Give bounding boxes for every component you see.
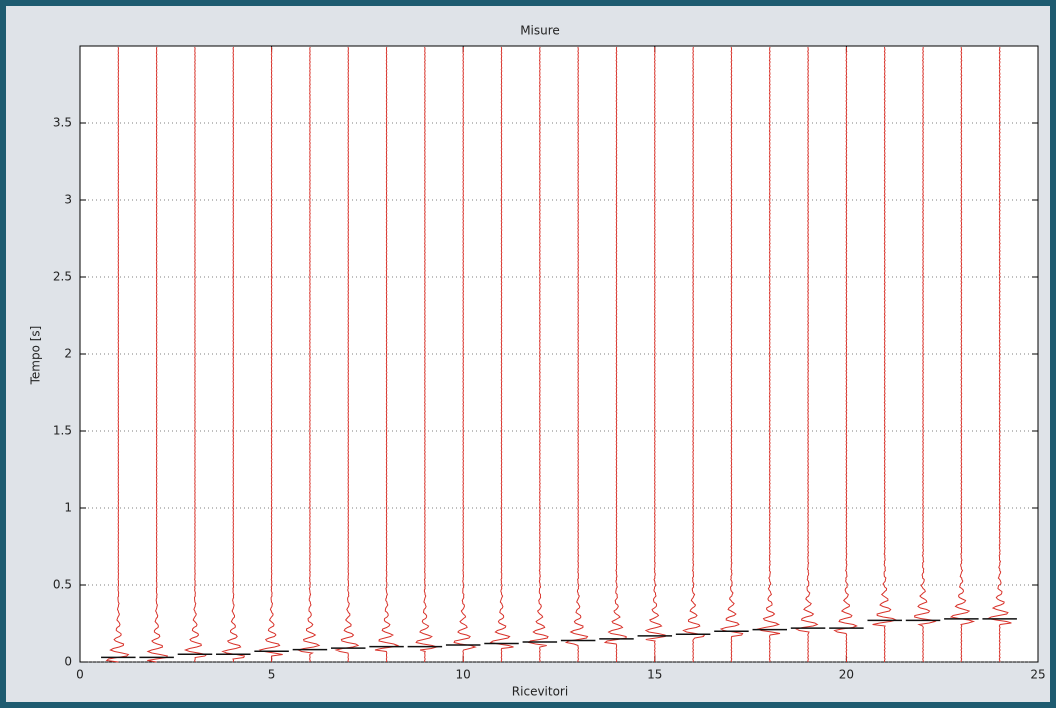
trace <box>644 46 666 663</box>
y-tick-label: 0 <box>64 655 72 669</box>
trace <box>146 46 169 663</box>
chart-title: Misure <box>520 24 560 38</box>
trace <box>914 46 937 663</box>
trace <box>221 46 246 663</box>
trace <box>564 46 589 663</box>
x-axis-label: Ricevitori <box>512 685 568 699</box>
trace <box>453 46 477 663</box>
trace <box>949 46 976 663</box>
trace <box>756 46 781 663</box>
x-tick-label: 10 <box>456 668 471 682</box>
x-tick-label: 15 <box>647 668 662 682</box>
y-tick-label: 1.5 <box>53 424 72 438</box>
trace <box>334 46 360 663</box>
trace <box>833 46 858 663</box>
trace <box>682 46 706 663</box>
y-tick-label: 2 <box>64 347 72 361</box>
x-tick-label: 5 <box>268 668 276 682</box>
y-tick-label: 2.5 <box>53 270 72 284</box>
trace <box>258 46 283 663</box>
plot-area <box>79 45 1039 663</box>
trace <box>794 46 819 663</box>
trace <box>374 46 400 663</box>
y-tick-label: 3.5 <box>53 116 72 130</box>
trace <box>296 46 321 663</box>
trace <box>719 46 744 663</box>
trace <box>105 46 130 663</box>
y-axis-label: Tempo [s] <box>29 326 43 386</box>
trace <box>489 46 514 663</box>
trace <box>603 46 627 663</box>
y-tick-label: 0.5 <box>53 578 72 592</box>
trace <box>986 47 1012 662</box>
trace <box>527 46 549 663</box>
trace <box>415 46 439 663</box>
trace <box>183 46 208 663</box>
x-tick-label: 0 <box>76 668 84 682</box>
y-tick-label: 1 <box>64 501 72 515</box>
trace <box>872 46 898 663</box>
y-tick-label: 3 <box>64 193 72 207</box>
x-tick-label: 25 <box>1030 668 1045 682</box>
x-tick-label: 20 <box>839 668 854 682</box>
